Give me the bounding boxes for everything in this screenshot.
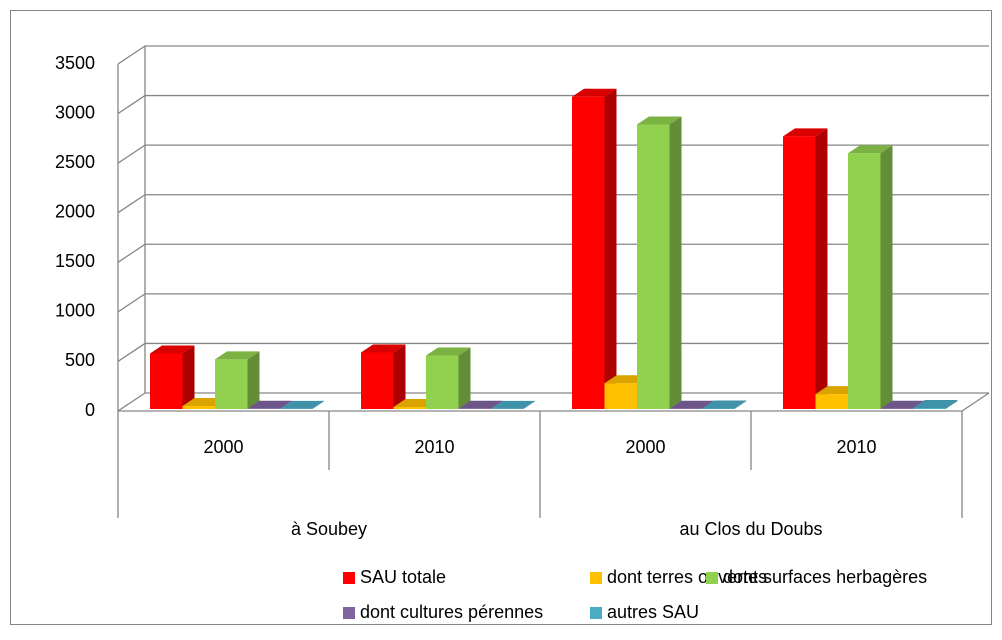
bar bbox=[605, 383, 638, 409]
bar-side bbox=[459, 347, 471, 409]
bar bbox=[848, 153, 881, 409]
group-label: au Clos du Doubs bbox=[679, 519, 822, 539]
bar bbox=[913, 408, 946, 409]
legend-swatch bbox=[343, 607, 355, 619]
y-tick-label: 3500 bbox=[55, 53, 95, 73]
chart-frame bbox=[11, 11, 992, 625]
x-tick-label: 2010 bbox=[836, 437, 876, 457]
bar-side bbox=[394, 344, 406, 409]
bar-side bbox=[670, 116, 682, 409]
legend-label: autres SAU bbox=[607, 602, 699, 622]
legend-label: SAU totale bbox=[360, 567, 446, 587]
bar-side bbox=[816, 128, 828, 409]
bar bbox=[426, 355, 459, 409]
x-tick-label: 2010 bbox=[414, 437, 454, 457]
bar bbox=[572, 97, 605, 409]
y-tick-label: 500 bbox=[65, 350, 95, 370]
y-tick-label: 3000 bbox=[55, 102, 95, 122]
bar-side bbox=[248, 351, 260, 409]
y-tick-label: 1500 bbox=[55, 251, 95, 271]
bar bbox=[361, 352, 394, 409]
legend-label: dont surfaces herbagères bbox=[723, 567, 927, 587]
legend-swatch bbox=[343, 572, 355, 584]
legend-swatch bbox=[706, 572, 718, 584]
x-tick-label: 2000 bbox=[203, 437, 243, 457]
bar-side bbox=[605, 89, 617, 409]
legend-swatch bbox=[590, 572, 602, 584]
y-tick-label: 2500 bbox=[55, 152, 95, 172]
bar bbox=[394, 407, 427, 409]
bar bbox=[816, 394, 849, 409]
bar bbox=[637, 124, 670, 409]
y-tick-label: 1000 bbox=[55, 301, 95, 321]
legend-label: dont cultures pérennes bbox=[360, 602, 543, 622]
y-tick-label: 2000 bbox=[55, 201, 95, 221]
bar bbox=[783, 136, 816, 409]
y-tick-label: 0 bbox=[85, 400, 95, 420]
x-tick-label: 2000 bbox=[625, 437, 665, 457]
group-label: à Soubey bbox=[291, 519, 367, 539]
bar bbox=[215, 359, 248, 409]
bar-side bbox=[881, 145, 893, 409]
legend-swatch bbox=[590, 607, 602, 619]
bar bbox=[150, 353, 183, 409]
bar bbox=[183, 406, 216, 409]
